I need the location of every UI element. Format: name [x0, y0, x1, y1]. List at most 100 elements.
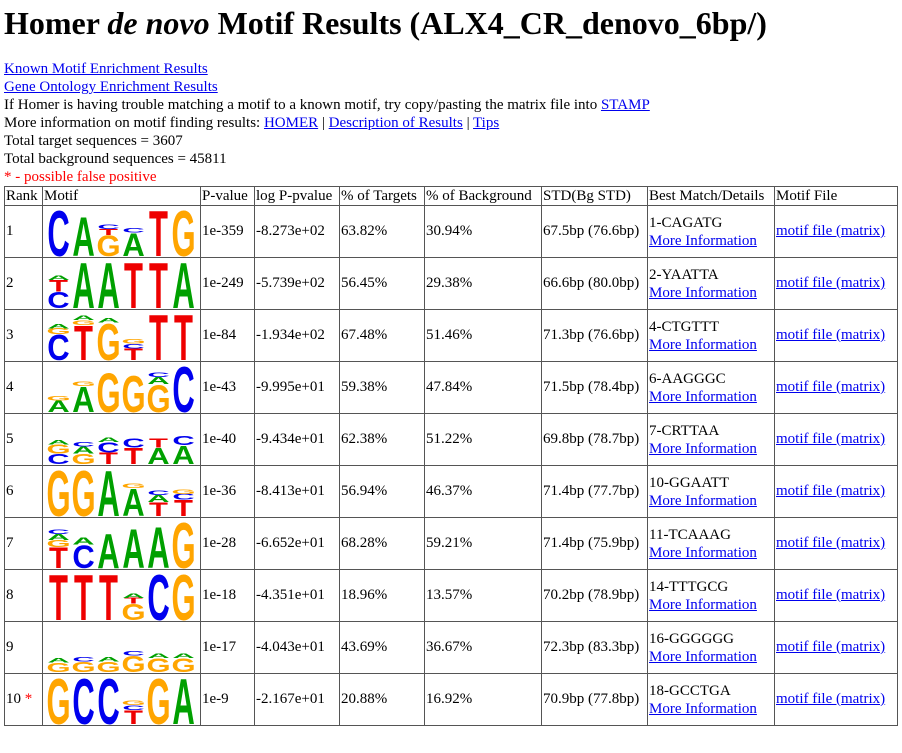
- header-pct-targets: % of Targets: [339, 186, 425, 206]
- title-suffix: Motif Results (ALX4_CR_denovo_6bp/): [209, 5, 767, 41]
- more-information-link[interactable]: More Information: [649, 492, 757, 509]
- more-information-link[interactable]: More Information: [649, 388, 757, 405]
- motif-file-link[interactable]: motif file (matrix): [776, 483, 886, 499]
- stamp-link[interactable]: STAMP: [600, 97, 650, 113]
- log-pvalue-cell: -4.043e+01: [254, 621, 340, 674]
- motif-file-link[interactable]: motif file (matrix): [776, 587, 886, 603]
- more-information-link[interactable]: More Information: [649, 700, 757, 717]
- logo-letter-a: A: [72, 314, 94, 321]
- table-row: 2 C T A A A T T A 1e-249 -5.739e+02 56.45% 29.38% 66.…: [4, 257, 898, 310]
- table-row: 5 C G A G A C T C A T C A T A C 1e-40 -9.434e+01 62.38% 51.…: [4, 413, 898, 466]
- more-information-link[interactable]: More Information: [649, 232, 757, 249]
- logo-letter-a: A: [147, 652, 169, 659]
- pvalue-cell: 1e-36: [200, 465, 255, 518]
- logo-letter-t: T: [74, 315, 93, 360]
- motif-file-link[interactable]: motif file (matrix): [776, 379, 886, 395]
- best-match-cell: 18-GCCTGA More Information: [647, 673, 775, 726]
- pvalue-cell: 1e-359: [200, 205, 255, 258]
- best-match-id: 16-GGGGGG: [649, 630, 734, 647]
- logo-letter-t: T: [99, 450, 118, 465]
- pct-background-cell: 30.94%: [424, 205, 542, 258]
- logo-letter-g: G: [46, 442, 70, 457]
- logo-letter-g: G: [171, 655, 195, 673]
- logo-letter-a: A: [147, 374, 169, 385]
- pct-targets-cell: 56.94%: [339, 465, 425, 518]
- best-match-id: 14-TTTGCG: [649, 578, 729, 595]
- pct-targets-cell: 18.96%: [339, 569, 425, 622]
- best-match-id: 1-CAGATG: [649, 214, 723, 231]
- std-cell: 70.2bp (78.9bp): [541, 569, 648, 622]
- logo-letter-a: A: [72, 207, 94, 257]
- logo-letter-t: T: [174, 311, 193, 361]
- homer-link[interactable]: HOMER: [263, 115, 319, 131]
- logo-letter-c: C: [47, 287, 69, 309]
- motif-file-link[interactable]: motif file (matrix): [776, 431, 886, 447]
- motif-file-link[interactable]: motif file (matrix): [776, 639, 886, 655]
- logo-letter-a: A: [97, 436, 119, 443]
- known-results-line: Known Motif Enrichment Results: [4, 60, 898, 78]
- logo-letter-c: C: [97, 675, 119, 725]
- motif-logo: CTA A A T T A: [47, 259, 194, 309]
- logo-letter-g: G: [46, 394, 70, 401]
- logo-letter-c: C: [72, 675, 94, 725]
- table-row: 8 T T T G T A C G 1e-18 -4.351e+01 18.96% 13.57% 70.2…: [4, 569, 898, 622]
- motif-file-link[interactable]: motif file (matrix): [776, 327, 886, 343]
- known-motif-enrichment-link[interactable]: Known Motif Enrichment Results: [4, 61, 208, 77]
- logo-letter-c: C: [172, 363, 194, 413]
- logo-letter-a: A: [47, 656, 69, 663]
- logo-letter-a: A: [72, 444, 94, 455]
- logo-letter-t: T: [49, 542, 69, 568]
- more-information-link[interactable]: More Information: [649, 336, 757, 353]
- motif-file-link[interactable]: motif file (matrix): [776, 275, 886, 291]
- log-pvalue-cell: -1.934e+02: [254, 309, 340, 362]
- logo-letter-a: A: [172, 259, 194, 309]
- more-information-link[interactable]: More Information: [649, 648, 757, 665]
- log-pvalue-cell: -9.995e+01: [254, 361, 340, 414]
- std-cell: 71.4bp (77.7bp): [541, 465, 648, 518]
- std-cell: 67.5bp (76.6bp): [541, 205, 648, 258]
- best-match-id: 7-CRTTAA: [649, 422, 720, 439]
- more-information-link[interactable]: More Information: [649, 544, 757, 561]
- more-information-link[interactable]: More Information: [649, 596, 757, 613]
- rank-cell: 8: [4, 569, 43, 622]
- logo-letter-a: A: [47, 322, 69, 329]
- motif-file-cell: motif file (matrix): [774, 569, 898, 622]
- logo-letter-a: A: [97, 259, 119, 309]
- logo-letter-c: C: [122, 704, 144, 711]
- go-results-line: Gene Ontology Enrichment Results: [4, 78, 898, 96]
- more-information-link[interactable]: More Information: [649, 440, 757, 457]
- more-information-link[interactable]: More Information: [649, 284, 757, 301]
- logo-letter-g: G: [96, 230, 120, 256]
- logo-letter-c: C: [172, 492, 194, 501]
- description-link[interactable]: Description of Results: [328, 115, 463, 131]
- pct-background-cell: 46.37%: [424, 465, 542, 518]
- pvalue-cell: 1e-28: [200, 517, 255, 570]
- tips-link[interactable]: Tips: [473, 115, 500, 131]
- logo-letter-c: C: [147, 370, 169, 377]
- rank-value: 4: [6, 379, 14, 395]
- rank-cell: 3: [4, 309, 43, 362]
- motif-file-link[interactable]: motif file (matrix): [776, 535, 886, 551]
- logo-letter-t: T: [124, 259, 143, 309]
- more-info-line: More information on motif finding result…: [4, 114, 898, 132]
- motif-file-link[interactable]: motif file (matrix): [776, 223, 886, 239]
- logo-letter-g: G: [71, 380, 95, 387]
- page-title: Homer de novo Motif Results (ALX4_CR_den…: [4, 4, 898, 42]
- table-header-row: Rank Motif P-value log P-pvalue % of Tar…: [4, 186, 898, 206]
- logo-letter-a: A: [147, 443, 169, 465]
- best-match-cell: 11-TCAAAG More Information: [647, 517, 775, 570]
- motif-file-link[interactable]: motif file (matrix): [776, 691, 886, 707]
- logo-letter-c: C: [147, 489, 169, 496]
- rank-value: 7: [6, 535, 14, 551]
- best-match-cell: 6-AAGGGC More Information: [647, 361, 775, 414]
- pct-background-cell: 16.92%: [424, 673, 542, 726]
- gene-ontology-link[interactable]: Gene Ontology Enrichment Results: [4, 79, 218, 95]
- pct-targets-cell: 20.88%: [339, 673, 425, 726]
